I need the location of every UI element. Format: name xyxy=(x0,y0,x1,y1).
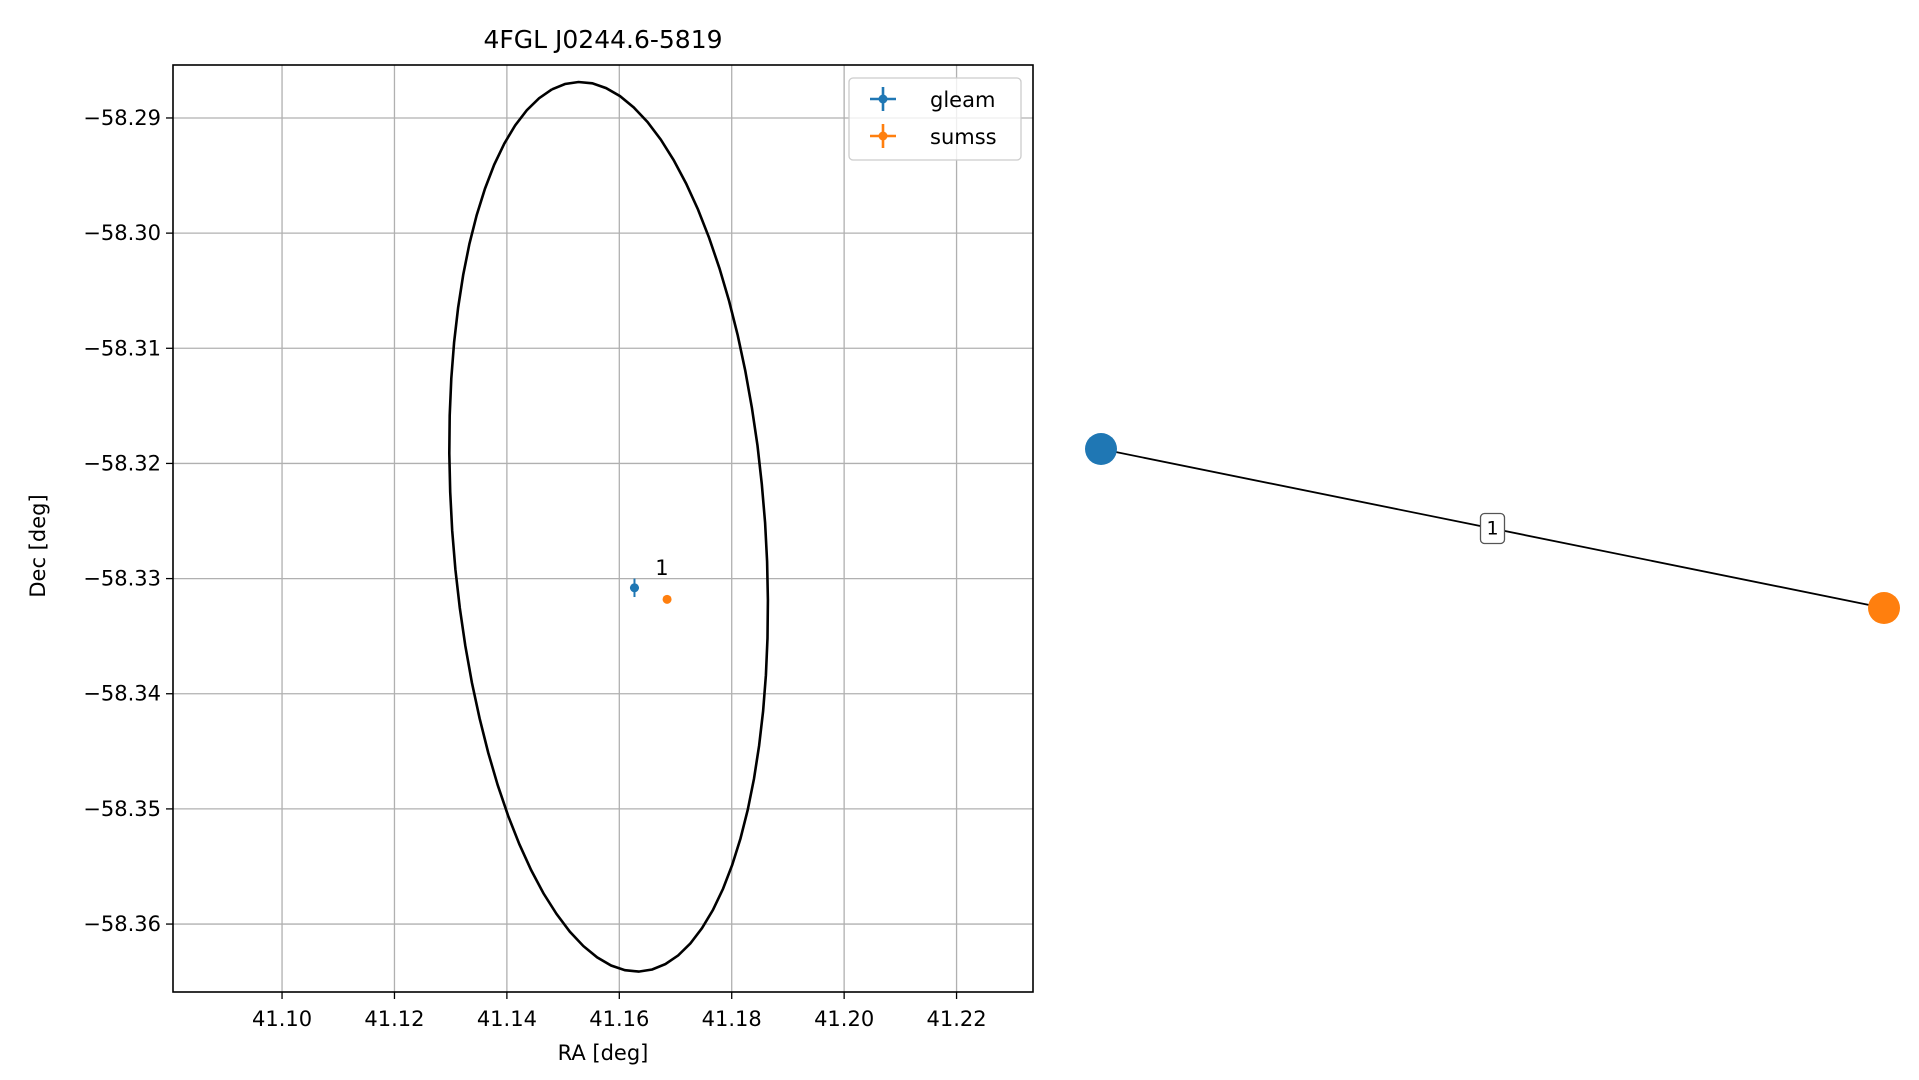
legend-dot xyxy=(878,94,888,104)
y-axis-ticks: −58.29 −58.30 −58.31 −58.32 −58.33 −58.34 −58.… xyxy=(83,106,173,936)
y-tick-label: −58.29 xyxy=(83,106,161,130)
graph-node-sumss xyxy=(1868,592,1900,624)
legend-marker-sumss xyxy=(870,124,896,148)
point-annotation: 1 xyxy=(655,556,668,580)
edge-label-text: 1 xyxy=(1486,518,1498,540)
data-point-gleam xyxy=(629,578,639,598)
point-marker xyxy=(662,594,672,604)
y-axis-label: Dec [deg] xyxy=(26,494,50,597)
x-tick-label: 41.14 xyxy=(477,1007,537,1031)
edge-label-box xyxy=(1479,512,1506,545)
x-axis-label: RA [deg] xyxy=(558,1041,649,1065)
chart-title: 4FGL J0244.6-5819 xyxy=(483,25,722,54)
data-point-sumss xyxy=(662,594,672,604)
scatter-panel: 1 41.10 41.12 41.14 41.16 41.18 41.20 41.22 −5… xyxy=(26,25,1034,1065)
x-tick-label: 41.16 xyxy=(589,1007,649,1031)
error-ellipse-layer xyxy=(447,80,770,973)
legend-entry-gleam: gleam xyxy=(870,87,995,112)
y-tick-label: −58.34 xyxy=(83,682,161,706)
y-tick-label: −58.36 xyxy=(83,912,161,936)
grid-lines xyxy=(173,65,1033,992)
legend-label-sumss: sumss xyxy=(930,125,997,149)
point-marker xyxy=(629,583,639,593)
x-tick-label: 41.10 xyxy=(252,1007,312,1031)
legend-dot xyxy=(878,131,888,141)
legend-entry-sumss: sumss xyxy=(870,124,997,149)
axes-frame xyxy=(172,64,1034,993)
data-points-layer: 1 xyxy=(629,556,672,604)
x-tick-label: 41.22 xyxy=(926,1007,986,1031)
localization-ellipse xyxy=(447,80,770,973)
graph-node-gleam xyxy=(1085,433,1117,465)
x-tick-label: 41.12 xyxy=(364,1007,424,1031)
y-tick-label: −58.32 xyxy=(83,451,161,475)
match-graph-panel: 1 xyxy=(1085,433,1900,624)
legend-label-gleam: gleam xyxy=(930,88,995,112)
x-axis-ticks: 41.10 41.12 41.14 41.16 41.18 41.20 41.22 xyxy=(252,992,987,1031)
y-tick-label: −58.30 xyxy=(83,221,161,245)
legend: gleam sumss xyxy=(848,77,1022,161)
x-tick-label: 41.20 xyxy=(814,1007,874,1031)
y-tick-label: −58.35 xyxy=(83,797,161,821)
y-tick-label: −58.31 xyxy=(83,336,161,360)
x-tick-label: 41.18 xyxy=(702,1007,762,1031)
graph-edge-label: 1 xyxy=(1479,512,1506,545)
y-tick-label: −58.33 xyxy=(83,567,161,591)
legend-marker-gleam xyxy=(870,87,896,111)
